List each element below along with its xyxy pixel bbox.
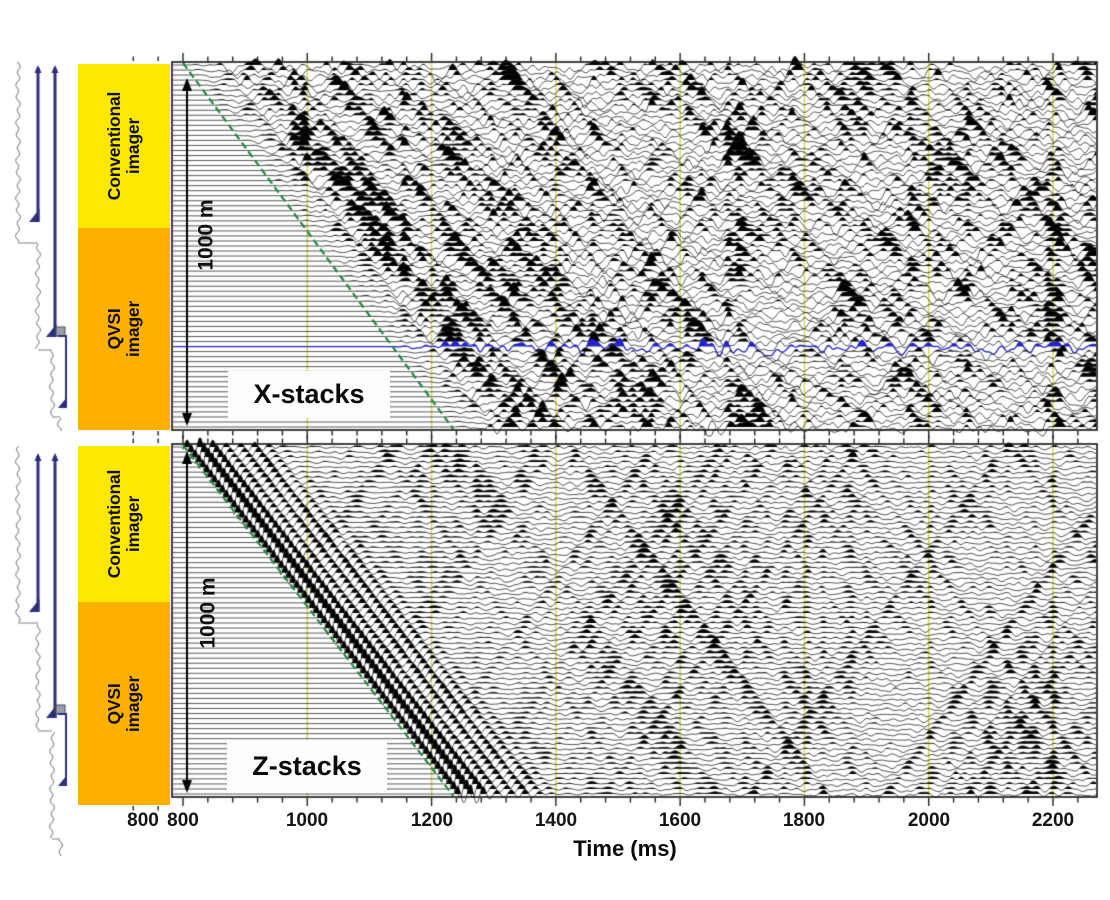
qvsi-imager-box-top: QVSI imager [78, 228, 170, 430]
depth-span-annotation-bottom: 1000 m [192, 538, 226, 688]
qvsi-imager-label-top: QVSI imager [104, 300, 143, 358]
conventional-imager-box-bottom: Conventional imager [78, 446, 170, 602]
x-tick-label: 2200 [1031, 810, 1075, 831]
depth-span-label-top: 1000 m [194, 199, 218, 271]
depth-span-label-bottom: 1000 m [196, 577, 220, 649]
qvsi-imager-box-bottom: QVSI imager [78, 602, 170, 805]
x-tick-label: 1600 [658, 810, 702, 831]
conventional-imager-label-top: Conventional imager [104, 91, 143, 201]
tool-string-schematic-top [8, 60, 72, 432]
x-tick-label: 1400 [534, 810, 578, 831]
qvsi-imager-label-bottom: QVSI imager [104, 675, 143, 732]
x-stacks-title: X-stacks [228, 371, 390, 418]
depth-span-annotation-top: 1000 m [190, 160, 224, 310]
x-tick-label: 800 [127, 810, 159, 831]
x-tick-label: 800 [167, 810, 199, 831]
z-stacks-title: Z-stacks [227, 740, 387, 793]
conventional-imager-box-top: Conventional imager [78, 64, 170, 228]
tool-string-schematic-bottom [8, 446, 72, 858]
x-tick-label: 1000 [285, 810, 329, 831]
x-tick-label: 1800 [782, 810, 826, 831]
time-axis-title: Time (ms) [573, 836, 677, 861]
x-tick-label: 2000 [907, 810, 951, 831]
conventional-imager-label-bottom: Conventional imager [104, 469, 143, 579]
x-tick-label: 1200 [410, 810, 454, 831]
